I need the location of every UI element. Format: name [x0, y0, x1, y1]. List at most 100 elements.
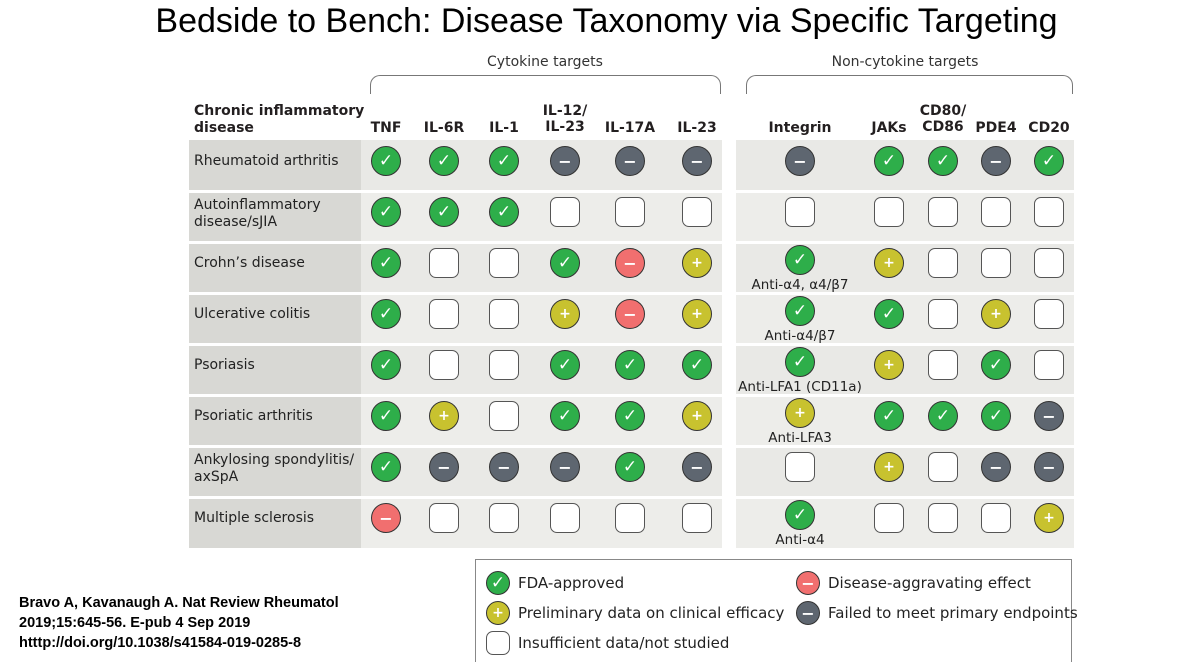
column-header-line: JAKs — [871, 120, 907, 136]
preliminary-plus-icon: + — [874, 248, 904, 278]
column-header-line: IL-17A — [604, 120, 656, 136]
insufficient-box-icon — [981, 503, 1011, 533]
disease-name-line: axSpA — [194, 469, 239, 485]
citation-line: htttp://doi.org/10.1038/s41584-019-0285-… — [19, 635, 302, 651]
failed-minus-icon: − — [615, 146, 645, 176]
integrin-agent-note: Anti-α4/β7 — [764, 328, 836, 344]
disease-name: Ankylosing spondylitis/axSpA — [194, 452, 354, 486]
insufficient-box-icon — [489, 401, 519, 431]
integrin-agent-note: Anti-LFA3 — [768, 430, 832, 446]
insufficient-box-icon — [1034, 248, 1064, 278]
preliminary-plus-icon: + — [429, 401, 459, 431]
fda-approved-check-icon: ✓ — [371, 452, 401, 482]
insufficient-box-icon — [489, 299, 519, 329]
fda-approved-check-icon: ✓ — [429, 197, 459, 227]
insufficient-box-icon — [874, 503, 904, 533]
citation: Bravo A, Kavanaugh A. Nat Review Rheumat… — [19, 593, 339, 653]
fda-approved-check-icon: ✓ — [1034, 146, 1064, 176]
insufficient-box-icon — [928, 452, 958, 482]
insufficient-box-icon — [615, 503, 645, 533]
disease-header-line: disease — [194, 120, 254, 136]
legend-aggravating-label: Disease-aggravating effect — [828, 574, 1031, 592]
insufficient-box-icon — [550, 197, 580, 227]
disease-name: Multiple sclerosis — [194, 510, 314, 527]
insufficient-box-icon — [874, 197, 904, 227]
failed-minus-icon: − — [1034, 452, 1064, 482]
failed-minus-icon: − — [1034, 401, 1064, 431]
disease-name-line: disease/sJIA — [194, 214, 278, 230]
insufficient-box-icon — [489, 350, 519, 380]
fda-approved-check-icon: ✓ — [371, 197, 401, 227]
legend-insufficient-label: Insufficient data/not studied — [518, 634, 730, 652]
legend-fda-label: FDA-approved — [518, 574, 625, 592]
preliminary-plus-icon: + — [874, 452, 904, 482]
disease-name-line: Crohn’s disease — [194, 255, 305, 271]
insufficient-box-icon — [785, 452, 815, 482]
failed-minus-icon: − — [550, 146, 580, 176]
citation-line: Bravo A, Kavanaugh A. Nat Review Rheumat… — [19, 595, 339, 611]
insufficient-box-icon — [1034, 197, 1064, 227]
disease-name: Rheumatoid arthritis — [194, 153, 339, 170]
fda-approved-check-icon: ✓ — [489, 197, 519, 227]
fda-approved-check-icon: ✓ — [550, 248, 580, 278]
disease-name: Ulcerative colitis — [194, 306, 310, 323]
fda-approved-check-icon: ✓ — [550, 350, 580, 380]
column-header: TNF — [354, 120, 418, 136]
fda-approved-check-icon: ✓ — [489, 146, 519, 176]
insufficient-box-icon — [928, 197, 958, 227]
insufficient-box-icon — [682, 503, 712, 533]
column-header-line: CD20 — [1028, 120, 1070, 136]
fda-approved-check-icon: ✓ — [981, 350, 1011, 380]
fda-approved-check-icon: ✓ — [615, 350, 645, 380]
slide-title: Bedside to Bench: Disease Taxonomy via S… — [155, 2, 1058, 40]
aggravating-minus-icon: − — [615, 299, 645, 329]
disease-name-line: Ankylosing spondylitis/ — [194, 452, 355, 468]
insufficient-box-icon — [550, 503, 580, 533]
preliminary-plus-icon: + — [682, 248, 712, 278]
legend-failed-label: Failed to meet primary endpoints — [828, 604, 1078, 622]
insufficient-box-icon — [489, 503, 519, 533]
column-header: IL-23 — [665, 120, 729, 136]
fda-approved-check-icon: ✓ — [981, 401, 1011, 431]
column-header-line: Integrin — [768, 120, 832, 136]
failed-minus-icon: − — [981, 146, 1011, 176]
fda-approved-check-icon: ✓ — [874, 299, 904, 329]
preliminary-plus-icon: + — [1034, 503, 1064, 533]
failed-minus-icon: − — [981, 452, 1011, 482]
insufficient-box-icon — [928, 350, 958, 380]
column-header: IL-12/IL-23 — [533, 103, 597, 135]
fda-approved-check-icon: ✓ — [928, 401, 958, 431]
fda-approved-check-icon: ✓ — [682, 350, 712, 380]
non-cytokine-group-label: Non-cytokine targets — [831, 54, 979, 70]
failed-minus-icon: − — [429, 452, 459, 482]
preliminary-plus-icon: + — [785, 398, 815, 428]
fda-approved-check-icon: ✓ — [429, 146, 459, 176]
integrin-agent-note: Anti-LFA1 (CD11a) — [738, 379, 862, 395]
insufficient-box-icon — [981, 197, 1011, 227]
row-separator — [189, 495, 1074, 499]
disease-name-line: Autoinflammatory — [194, 197, 321, 213]
failed-minus-icon: − — [682, 452, 712, 482]
insufficient-box-icon — [615, 197, 645, 227]
row-separator — [189, 393, 1074, 397]
aggravating-minus-icon: − — [371, 503, 401, 533]
preliminary-plus-icon: + — [981, 299, 1011, 329]
disease-name-line: Ulcerative colitis — [194, 306, 311, 322]
insufficient-box-icon — [981, 248, 1011, 278]
column-header: CD20 — [1017, 120, 1081, 136]
failed-minus-icon: − — [550, 452, 580, 482]
failed-minus-icon: − — [682, 146, 712, 176]
legend-preliminary-icon: + — [486, 601, 510, 625]
integrin-agent-note: Anti-α4 — [775, 532, 825, 548]
failed-minus-icon: − — [785, 146, 815, 176]
disease-column-header: Chronic inflammatory disease — [194, 103, 364, 137]
non-cytokine-bracket — [746, 75, 1073, 94]
disease-name: Crohn’s disease — [194, 255, 305, 272]
cytokine-group-label: Cytokine targets — [487, 54, 603, 70]
insufficient-box-icon — [429, 299, 459, 329]
fda-approved-check-icon: ✓ — [371, 248, 401, 278]
insufficient-box-icon — [429, 350, 459, 380]
column-header-line: IL-6R — [423, 120, 465, 136]
row-separator — [189, 189, 1074, 193]
row-separator — [189, 240, 1074, 244]
